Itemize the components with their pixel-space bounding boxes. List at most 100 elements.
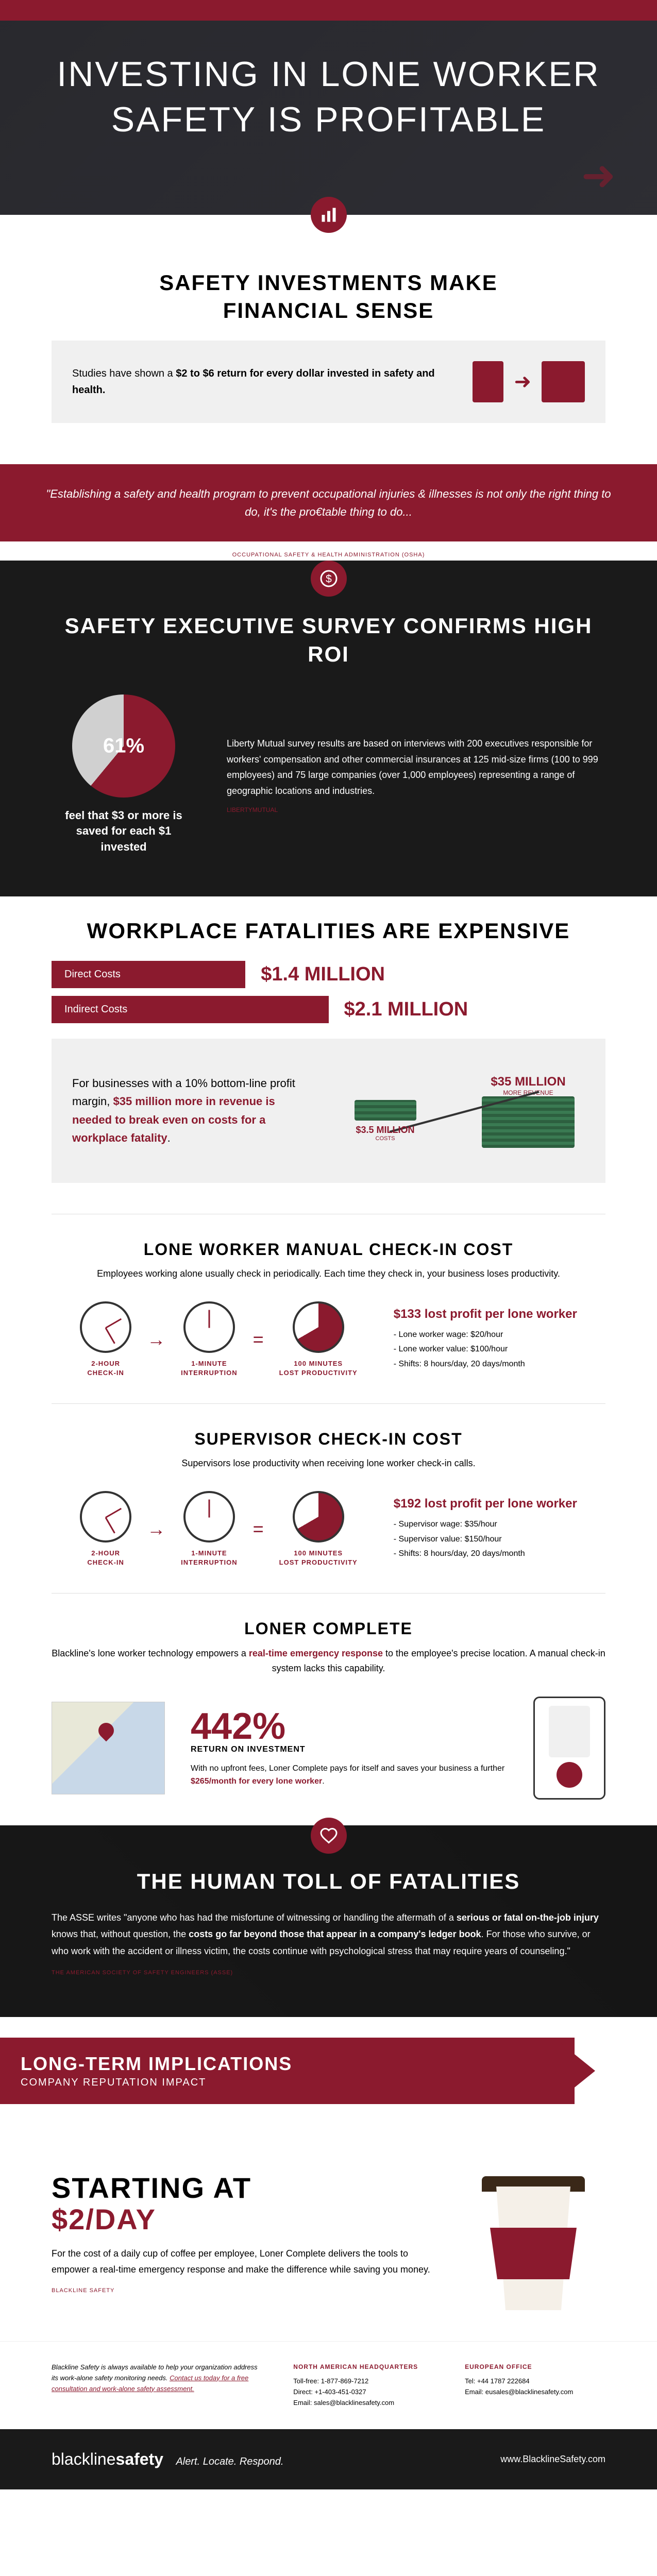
survey-link: LIBERTYMUTUAL (227, 806, 605, 814)
checkin-row: 2-HOURCHECK-IN → 1-MINUTEINTERRUPTION = … (52, 1491, 605, 1567)
cost-bar-direct: Direct Costs $1.4 MILLION (52, 961, 605, 988)
section6-sub: Blackline's lone worker technology empow… (52, 1646, 605, 1676)
section-survey: $ SAFETY EXECUTIVE SURVEY CONFIRMS HIGH … (0, 561, 657, 896)
coffee-desc: For the cost of a daily cup of coffee pe… (52, 2246, 430, 2277)
clock-icon (293, 1491, 344, 1543)
bar-indirect-value: $2.1 MILLION (344, 998, 468, 1021)
heart-icon (319, 1826, 338, 1845)
section7-attribution: THE AMERICAN SOCIETY OF SAFETY ENGINEERS… (52, 1970, 605, 1976)
svg-text:$: $ (326, 573, 332, 585)
section7-text: The ASSE writes "anyone who has had the … (52, 1909, 605, 1959)
section7-heading: THE HUMAN TOLL OF FATALITIES (52, 1869, 605, 1894)
map-mock (52, 1702, 165, 1794)
section-lone-worker-checkin: LONE WORKER MANUAL CHECK-IN COST Employe… (0, 1214, 657, 1403)
pie-caption: feel that $3 or more is saved for each $… (52, 808, 196, 855)
survey-text: Liberty Mutual survey results are based … (227, 736, 605, 799)
scale-small: $3.5 MILLION COSTS (355, 1100, 416, 1142)
bar-direct-label: Direct Costs (52, 961, 245, 988)
survey-content: 61% feel that $3 or more is saved for ea… (52, 684, 605, 866)
checkin-row: 2-HOURCHECK-IN → 1-MINUTEINTERRUPTION = … (52, 1301, 605, 1378)
section-fatalities: WORKPLACE FATALITIES ARE EXPENSIVE Direc… (0, 896, 657, 1214)
section-loner-complete: LONER COMPLETE Blackline's lone worker t… (0, 1594, 657, 1825)
scale-viz: $35 MILLION MORE REVENUE $3.5 MILLION CO… (344, 1059, 585, 1162)
cost-headline: $133 lost profit per lone worker (394, 1307, 577, 1321)
hero-title-line2: SAFETY IS PROFITABLE (111, 100, 546, 139)
section1-attribution: OCCUPATIONAL SAFETY & HEALTH ADMINISTRAT… (0, 552, 657, 558)
cost-bars: Direct Costs $1.4 MILLION Indirect Costs… (52, 961, 605, 1023)
longterm-title: LONG-TERM IMPLICATIONS (21, 2053, 554, 2075)
coffee-attribution: BLACKLINE SAFETY (52, 2287, 430, 2294)
longterm-wrap: LONG-TERM IMPLICATIONS COMPANY REPUTATIO… (0, 2038, 605, 2104)
coffee-title: STARTING AT $2/DAY (52, 2172, 430, 2235)
clock-2: 1-MINUTEINTERRUPTION (181, 1491, 238, 1567)
cost-details: - Lone worker wage: $20/hour - Lone work… (394, 1328, 577, 1372)
clock-icon (183, 1301, 235, 1353)
section-financial-sense: SAFETY INVESTMENTS MAKE FINANCIAL SENSE … (0, 248, 657, 464)
section5-heading: SUPERVISOR CHECK-IN COST (52, 1430, 605, 1449)
chart-icon (319, 206, 338, 224)
section7-icon (311, 1818, 347, 1854)
section-longterm-wrap: LONG-TERM IMPLICATIONS COMPANY REPUTATIO… (0, 2017, 657, 2125)
section1-heading: SAFETY INVESTMENTS MAKE FINANCIAL SENSE (52, 269, 605, 325)
dollar-stack-icon (542, 361, 572, 402)
revenue-box: For businesses with a 10% bottom-line pr… (52, 1039, 605, 1183)
section2-icon: $ (311, 561, 347, 597)
longterm-sub: COMPANY REPUTATION IMPACT (21, 2077, 554, 2089)
footer-info: Blackline Safety is always available to … (0, 2341, 657, 2429)
section2-heading: SAFETY EXECUTIVE SURVEY CONFIRMS HIGH RO… (52, 612, 605, 668)
clock-icon (293, 1301, 344, 1353)
study-text: Studies have shown a $2 to $6 return for… (72, 365, 442, 398)
hero-title: INVESTING IN LONE WORKER SAFETY IS PROFI… (21, 52, 636, 143)
roi-label: RETURN ON INVESTMENT (191, 1745, 508, 1754)
pie-chart: 61% (72, 694, 175, 798)
footer-eu: EUROPEAN OFFICE Tel: +44 1787 222684 Ema… (465, 2362, 605, 2409)
map-pin-icon (95, 1720, 117, 1741)
pie-wrap: 61% feel that $3 or more is saved for ea… (52, 694, 196, 855)
coffee-text: STARTING AT $2/DAY For the cost of a dai… (52, 2172, 430, 2294)
bar-indirect-label: Indirect Costs (52, 996, 329, 1023)
clock-1: 2-HOURCHECK-IN (80, 1491, 131, 1567)
clock-icon (183, 1491, 235, 1543)
study-box: Studies have shown a $2 to $6 return for… (52, 341, 605, 423)
cost-headline: $192 lost profit per lone worker (394, 1497, 577, 1511)
longterm-bar: LONG-TERM IMPLICATIONS COMPANY REPUTATIO… (0, 2038, 575, 2104)
dollar-icon: $ (319, 569, 338, 588)
roi-big: 442% (191, 1708, 508, 1745)
arrow-icon: ➜ (514, 370, 531, 394)
arrow-icon: → (147, 1329, 165, 1350)
section-human-toll: THE HUMAN TOLL OF FATALITIES The ASSE wr… (0, 1825, 657, 2017)
pie-percent: 61% (103, 734, 144, 757)
section4-heading: LONE WORKER MANUAL CHECK-IN COST (52, 1240, 605, 1259)
hero-stripe (0, 0, 657, 21)
tagline: Alert. Locate. Respond. (176, 2456, 283, 2467)
loner-row: 442% RETURN ON INVESTMENT With no upfron… (52, 1697, 605, 1800)
coffee-cup-icon (461, 2156, 605, 2310)
section3-heading: WORKPLACE FATALITIES ARE EXPENSIVE (52, 917, 605, 945)
hero-section: INVESTING IN LONE WORKER SAFETY IS PROFI… (0, 0, 657, 215)
section-supervisor-checkin: SUPERVISOR CHECK-IN COST Supervisors los… (0, 1404, 657, 1593)
footer-bar: blacklinesafety Alert. Locate. Respond. … (0, 2429, 657, 2489)
section5-sub: Supervisors lose productivity when recei… (52, 1456, 605, 1470)
scale-large: $35 MILLION MORE REVENUE (482, 1075, 575, 1152)
section-coffee: STARTING AT $2/DAY For the cost of a dai… (0, 2125, 657, 2341)
website: www.BlacklineSafety.com (500, 2454, 605, 2465)
bar-direct-value: $1.4 MILLION (261, 963, 385, 986)
dollar-icon (473, 361, 503, 402)
cost-result: $133 lost profit per lone worker - Lone … (394, 1307, 577, 1372)
footer-intro: Blackline Safety is always available to … (52, 2362, 262, 2409)
clock-3: 100 MINUTESLOST PRODUCTIVITY (279, 1301, 358, 1378)
section1-icon (311, 197, 347, 233)
cost-details: - Supervisor wage: $35/hour - Supervisor… (394, 1517, 577, 1562)
clock-icon (80, 1491, 131, 1543)
footer-na: NORTH AMERICAN HEADQUARTERS Toll-free: 1… (293, 2362, 434, 2409)
device-mock-icon (533, 1697, 605, 1800)
section6-heading: LONER COMPLETE (52, 1619, 605, 1638)
quote-box: "Establishing a safety and health progra… (0, 464, 657, 541)
equals-icon: = (253, 1518, 264, 1540)
hero-title-line1: INVESTING IN LONE WORKER (57, 55, 600, 94)
survey-text-wrap: Liberty Mutual survey results are based … (227, 736, 605, 814)
cost-bar-indirect: Indirect Costs $2.1 MILLION (52, 996, 605, 1023)
roi-desc: With no upfront fees, Loner Complete pay… (191, 1762, 508, 1788)
clock-icon (80, 1301, 131, 1353)
cost-result: $192 lost profit per lone worker - Super… (394, 1497, 577, 1562)
